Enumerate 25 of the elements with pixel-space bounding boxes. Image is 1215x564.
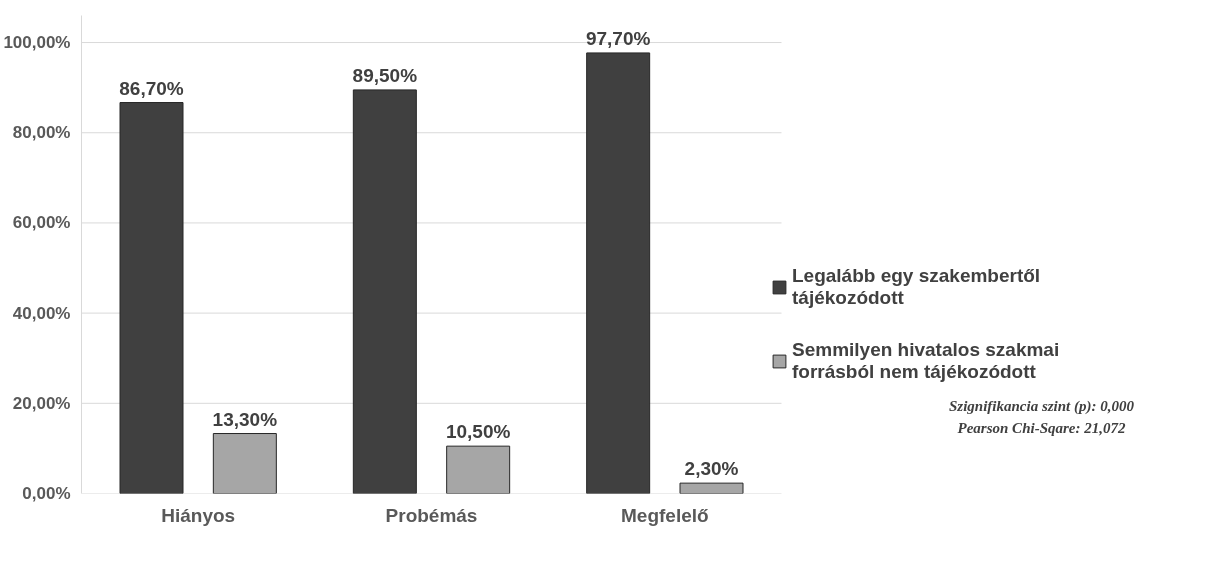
bar: [586, 52, 651, 494]
bar: [352, 89, 417, 494]
bar: [212, 433, 277, 494]
bar: [119, 102, 184, 494]
data-label: 10,50%: [445, 421, 511, 443]
text: Szignifikancia szint (p): 0,000: [948, 397, 1135, 415]
y-tick-label: 80,00%: [12, 123, 71, 143]
x-tick-label: Hiányos: [161, 504, 236, 526]
legend-label: Legalább egy szakembertől tájékozódott: [792, 265, 1041, 309]
data-label: 2,30%: [684, 458, 739, 480]
y-tick-label: 20,00%: [12, 393, 71, 413]
legend-label: Semmilyen hivatalos szakmai forrásból nem tájékozódott: [792, 339, 1060, 383]
y-tick-label: 60,00%: [12, 213, 71, 233]
data-label: 97,70%: [585, 27, 651, 49]
x-tick-label: Megfelelő: [621, 504, 709, 526]
text: Pearson Chi-Sqare: 21,072: [957, 419, 1126, 436]
bar: [679, 482, 744, 494]
data-label: 89,50%: [352, 64, 418, 86]
data-label: 13,30%: [212, 408, 278, 430]
y-tick-label: 100,00%: [3, 33, 71, 53]
y-tick-label: 0,00%: [22, 484, 71, 503]
bar: [446, 445, 511, 494]
y-tick-label: 40,00%: [12, 303, 71, 323]
data-label: 86,70%: [119, 77, 184, 99]
x-tick-label: Probémás: [385, 504, 478, 526]
